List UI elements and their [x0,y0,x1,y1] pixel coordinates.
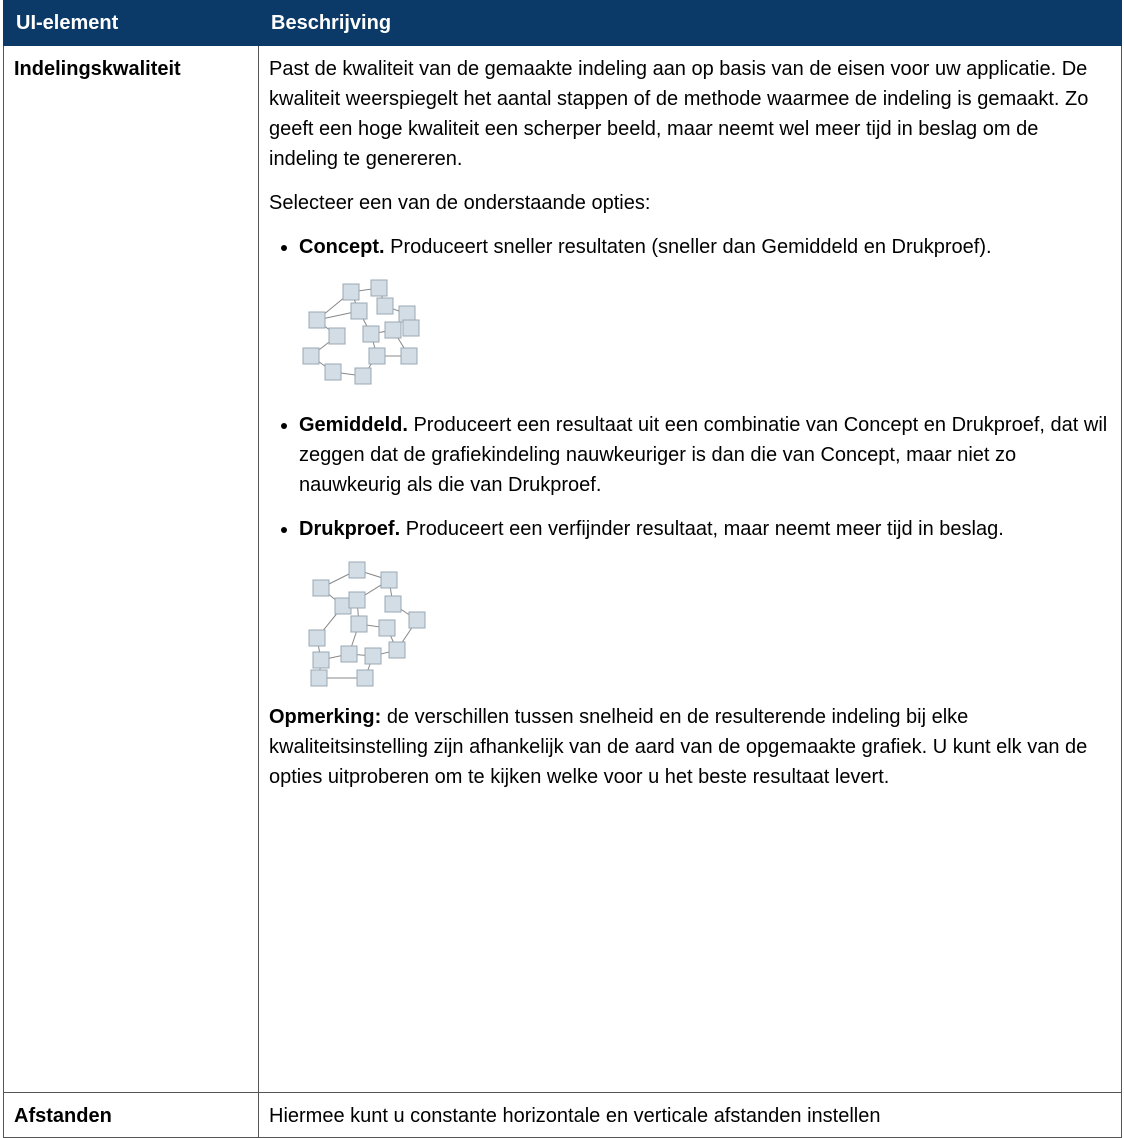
option-text: Produceert sneller resultaten (sneller d… [390,236,992,258]
option-text: Produceert een resultaat uit een combina… [299,414,1108,496]
ui-table: UI-element Beschrijving Indelingskwalite… [3,0,1122,1138]
description: Hiermee kunt u constante horizontale en … [258,1092,1122,1138]
header-cell: Beschrijving [258,0,1122,46]
draft-graph-image [302,279,420,385]
paragraph: Selecteer een van de onderstaande opties… [269,192,651,214]
row: Indelingskwaliteit Past de kwaliteit van… [3,45,1122,1093]
option: Drukproef. Produceert een verfijnder res… [299,514,1111,688]
header-row: UI-element Beschrijving [3,0,1122,46]
option: Gemiddeld. Produceert een resultaat uit … [299,410,1111,500]
option-label: Concept. [299,236,385,258]
element-name: Afstanden [3,1092,259,1138]
option: Concept. Produceert sneller resultaten (… [299,232,1111,396]
option-label: Gemiddeld. [299,414,408,436]
row: Afstanden Hiermee kunt u constante horiz… [3,1092,1122,1138]
paragraph: Past de kwaliteit van de gemaakte indeli… [269,58,1089,170]
description: Past de kwaliteit van de gemaakte indeli… [258,45,1122,1093]
option-label: Drukproef. [299,518,401,540]
note-text: de verschillen tussen snelheid en de res… [269,706,1088,788]
note-label: Opmerking: [269,706,382,728]
element-name: Indelingskwaliteit [3,45,259,1093]
option-text: Produceert een verfijnder resultaat, maa… [405,518,1004,540]
proof-graph-image [308,561,426,687]
option-list: Concept. Produceert sneller resultaten (… [269,232,1111,688]
note: Opmerking: de verschillen tussen snelhei… [269,702,1111,792]
header-cell: UI-element [3,0,259,46]
